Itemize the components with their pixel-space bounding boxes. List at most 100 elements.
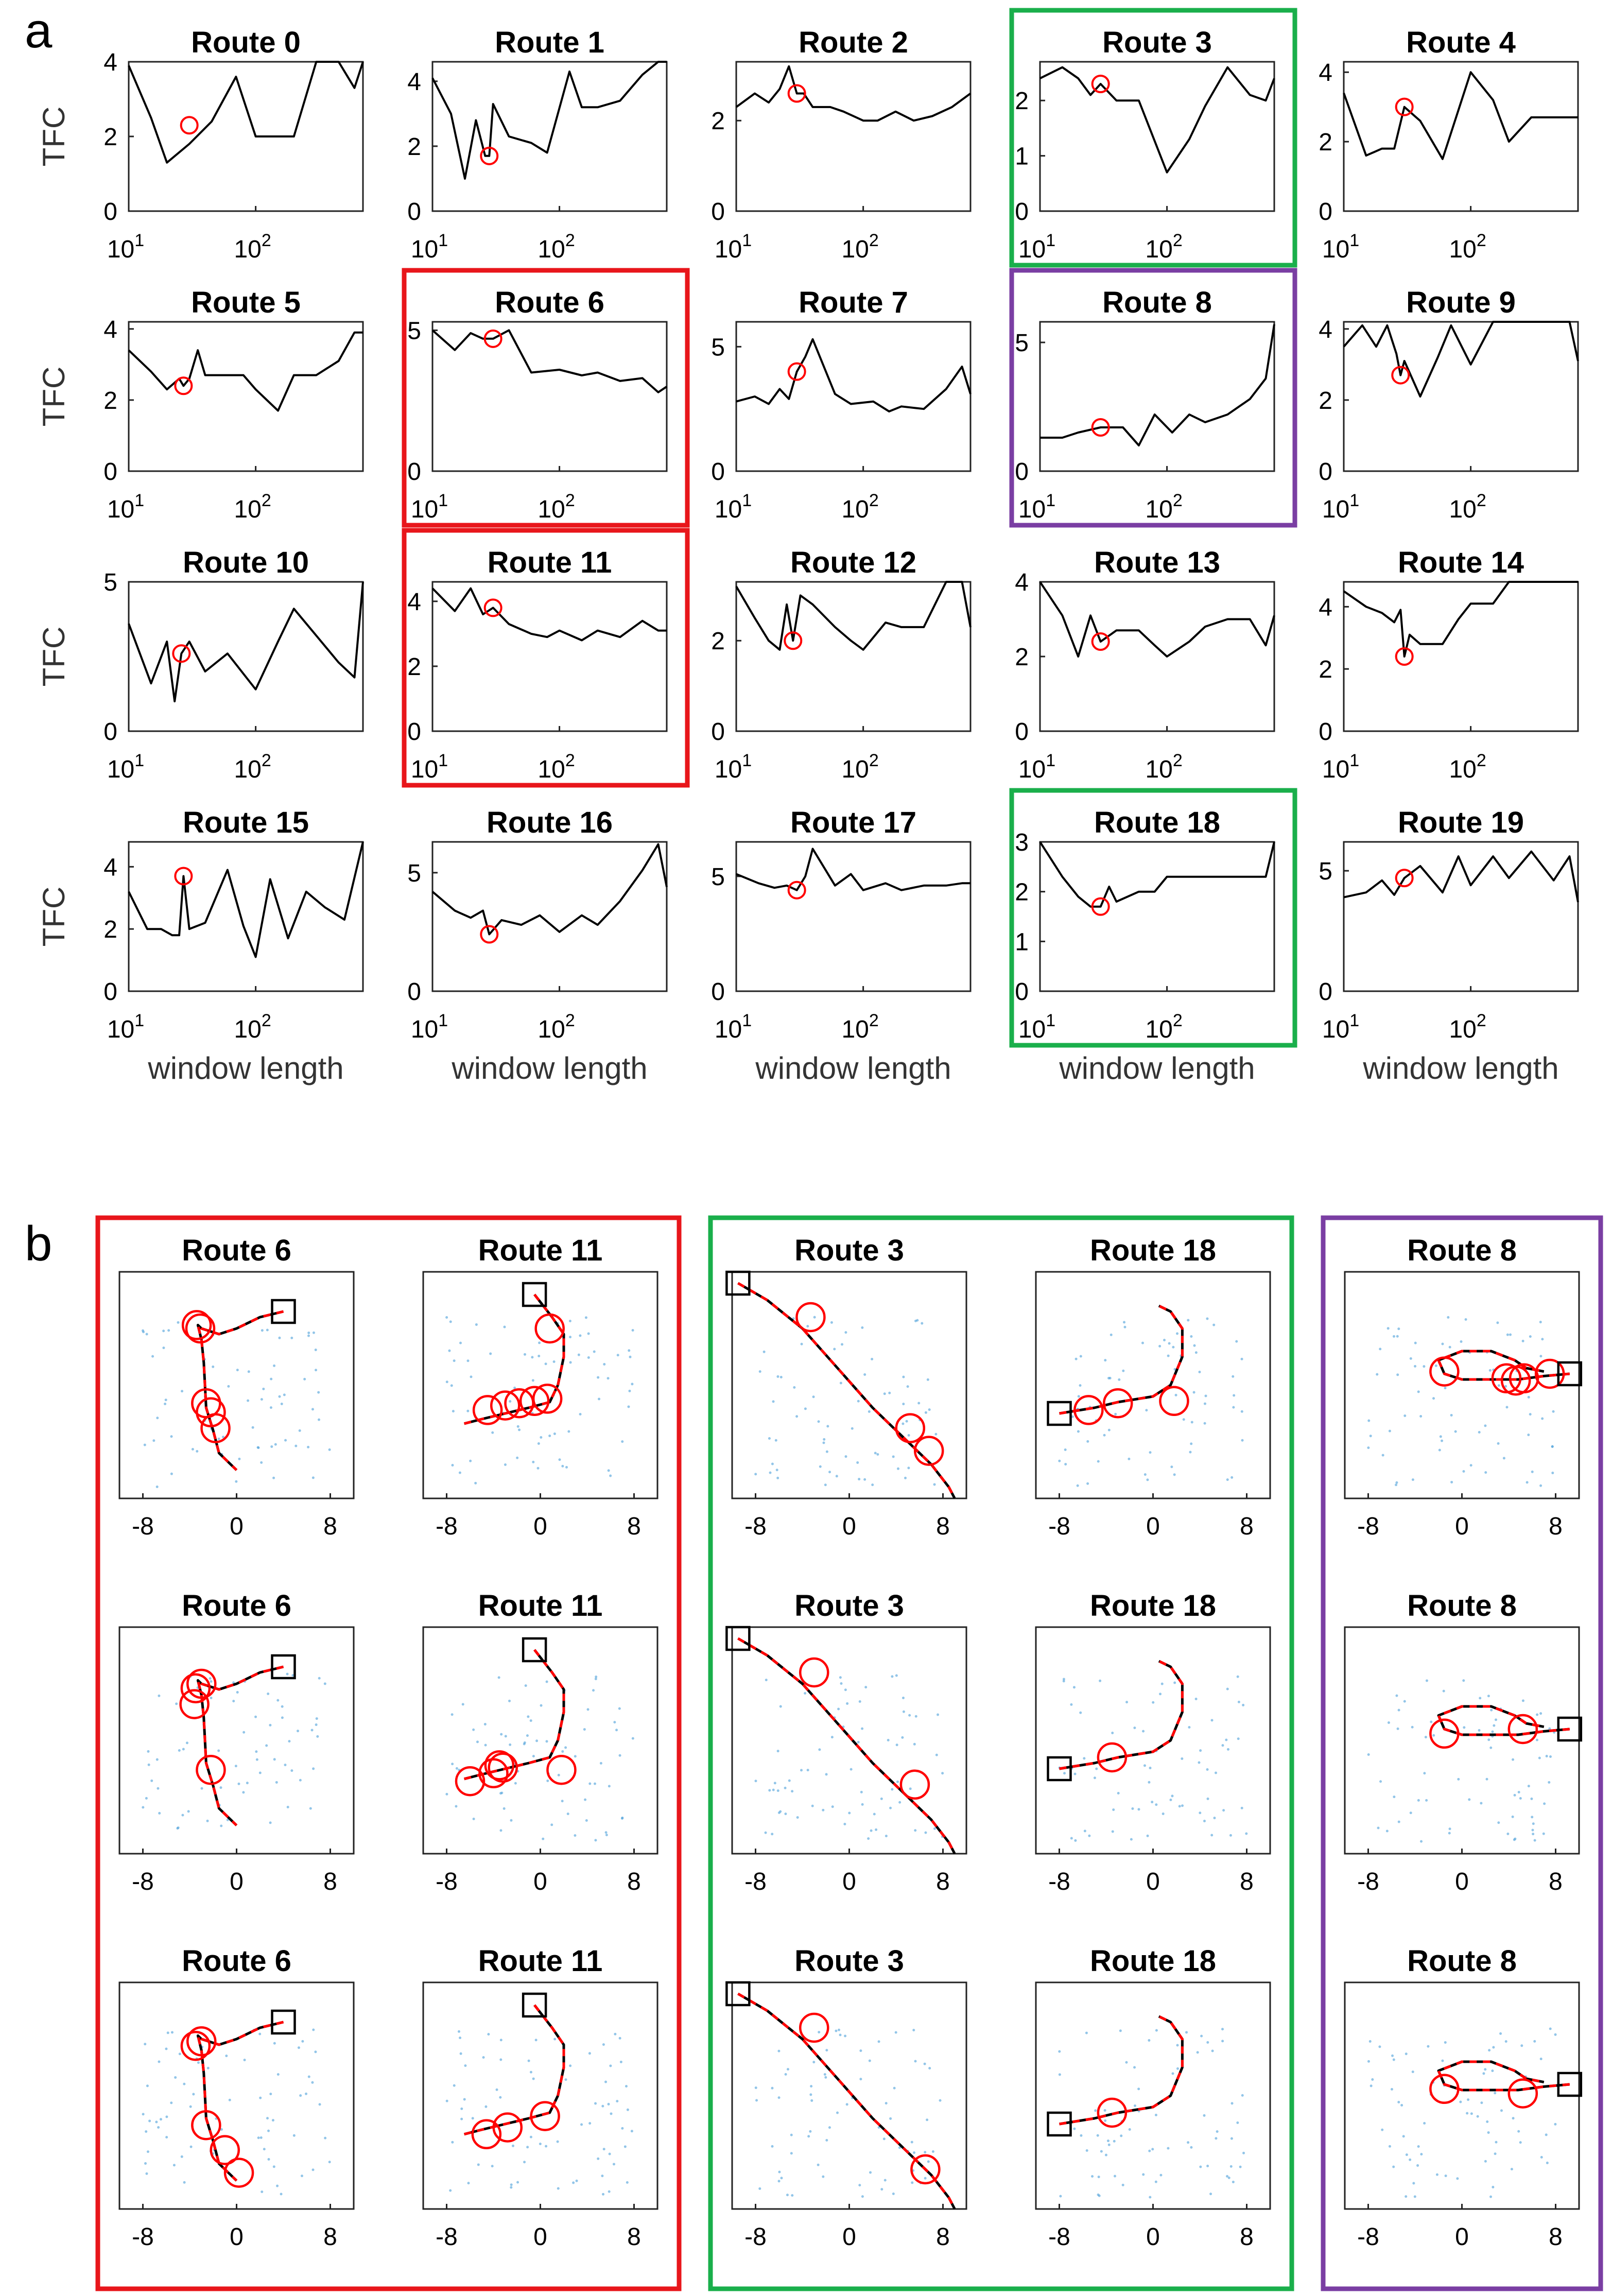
- scatter-point: [804, 1692, 807, 1695]
- scatter-point: [586, 1708, 590, 1711]
- scatter-point: [1397, 1708, 1400, 1712]
- scatter-point: [269, 2093, 272, 2096]
- scatter-point: [187, 1810, 190, 1813]
- scatter-point: [809, 2093, 812, 2096]
- scatter-point: [276, 1699, 280, 1702]
- scatter-point: [1086, 1440, 1089, 1443]
- scatter-point: [1131, 1807, 1134, 1810]
- scatter-point: [1212, 1323, 1216, 1326]
- scatter-point: [909, 1787, 912, 1790]
- x-tick-label: 102: [234, 751, 271, 783]
- scatter-point: [221, 1436, 224, 1439]
- scatter-point: [1058, 2050, 1061, 2053]
- trajectory-path-dash: [196, 2021, 284, 2182]
- plot-frame: [431, 321, 668, 472]
- trajectory-route-18-3: Route 18 -8 0 8: [1035, 1944, 1271, 2251]
- scatter-point: [604, 1831, 608, 1834]
- x-tick-label: 102: [234, 491, 271, 523]
- selected-marker: [784, 631, 803, 650]
- scatter-point: [790, 2133, 793, 2136]
- highlight-box-route-8: [1009, 268, 1297, 528]
- scatter-point: [1551, 1445, 1554, 1448]
- scatter-point: [631, 1383, 634, 1386]
- scatter-point: [1178, 1805, 1181, 1808]
- y-tick-label: 4: [1319, 594, 1332, 621]
- scatter-point: [631, 1737, 634, 1740]
- scatter-point: [453, 2084, 456, 2087]
- trajectory-route-18-1: Route 18 -8 0 8: [1035, 1234, 1271, 1540]
- scatter-point: [817, 1420, 820, 1423]
- scatter-point: [1232, 1406, 1235, 1409]
- scatter-point: [889, 2117, 892, 2120]
- scatter-point: [1397, 1327, 1400, 1331]
- scatter-point: [1134, 2104, 1137, 2107]
- scatter-point: [818, 2031, 821, 2034]
- scatter-point: [455, 1805, 458, 1808]
- y-tick-label: 2: [1319, 387, 1332, 415]
- x-tick-label: 102: [1449, 1011, 1486, 1043]
- scatter-point: [926, 1378, 929, 1381]
- event-circle: [519, 1386, 550, 1417]
- y-tick-label: 2: [1319, 129, 1332, 156]
- tfc-line: [1040, 324, 1275, 446]
- scatter-point: [621, 2127, 624, 2130]
- scatter-point: [1438, 1448, 1441, 1452]
- scatter-point: [1163, 1339, 1166, 1342]
- scatter-point: [876, 1453, 879, 1456]
- y-tick-label: 2: [1319, 656, 1332, 683]
- scatter-point: [795, 1415, 799, 1418]
- scatter-point: [1221, 1744, 1224, 1747]
- scatter-point: [144, 2043, 147, 2046]
- scatter-point: [1539, 1355, 1542, 1358]
- tfc-line: [1343, 321, 1579, 398]
- panel-a-label: a: [25, 3, 53, 58]
- scatter-point: [1529, 1335, 1532, 1338]
- y-tick-label: 0: [711, 978, 725, 1006]
- scatter-point: [793, 1386, 796, 1389]
- y-tick-label: 0: [103, 198, 117, 226]
- subplot-title: Route 10: [183, 546, 309, 579]
- scatter-point: [618, 1754, 621, 1757]
- scatter-point: [1441, 1342, 1444, 1345]
- x-tick-label: 8: [627, 1513, 641, 1540]
- scatter-point: [510, 1819, 513, 1822]
- scatter-point: [1160, 1682, 1164, 1685]
- scatter-point: [162, 1346, 165, 1350]
- scatter-point: [888, 1391, 891, 1394]
- subplot-route-19: Route 19 0 5 101 102 window length: [1319, 806, 1579, 1085]
- scatter-point: [1517, 1790, 1520, 1793]
- scatter-point: [831, 1805, 834, 1808]
- scatter-point: [262, 1387, 265, 1390]
- y-tick-label: 4: [103, 854, 117, 881]
- scatter-point: [225, 2055, 228, 2058]
- scatter-point: [856, 1461, 859, 1464]
- scatter-point: [566, 1812, 569, 1816]
- scatter-point: [588, 1782, 592, 1785]
- y-tick-label: 0: [1015, 458, 1029, 486]
- scatter-point: [314, 1349, 317, 1352]
- scatter-point: [445, 2099, 448, 2102]
- y-tick-label: 4: [407, 68, 421, 96]
- scatter-point: [896, 1780, 899, 1783]
- scatter-point: [1130, 1838, 1133, 1841]
- scatter-point: [445, 1380, 448, 1384]
- subplot-title: Route 6: [495, 286, 604, 319]
- subplot-title: Route 3: [794, 1589, 904, 1622]
- scatter-point: [1533, 2040, 1536, 2043]
- subplot-title: Route 11: [478, 1234, 603, 1267]
- scatter-point: [472, 1728, 475, 1731]
- start-square: [1047, 1401, 1072, 1426]
- scatter-point: [1111, 1732, 1114, 1735]
- scatter-point: [1240, 1357, 1243, 1360]
- scatter-point: [219, 1786, 222, 1789]
- scatter-point: [824, 1483, 827, 1487]
- scatter-point: [527, 2059, 530, 2062]
- scatter-point: [283, 1393, 286, 1396]
- scatter-point: [1391, 2054, 1394, 2057]
- scatter-point: [504, 1735, 507, 1738]
- scatter-point: [1494, 2092, 1497, 2095]
- scatter-point: [564, 2078, 567, 2081]
- y-tick-label: 5: [1015, 330, 1029, 357]
- scatter-point: [788, 1779, 791, 1782]
